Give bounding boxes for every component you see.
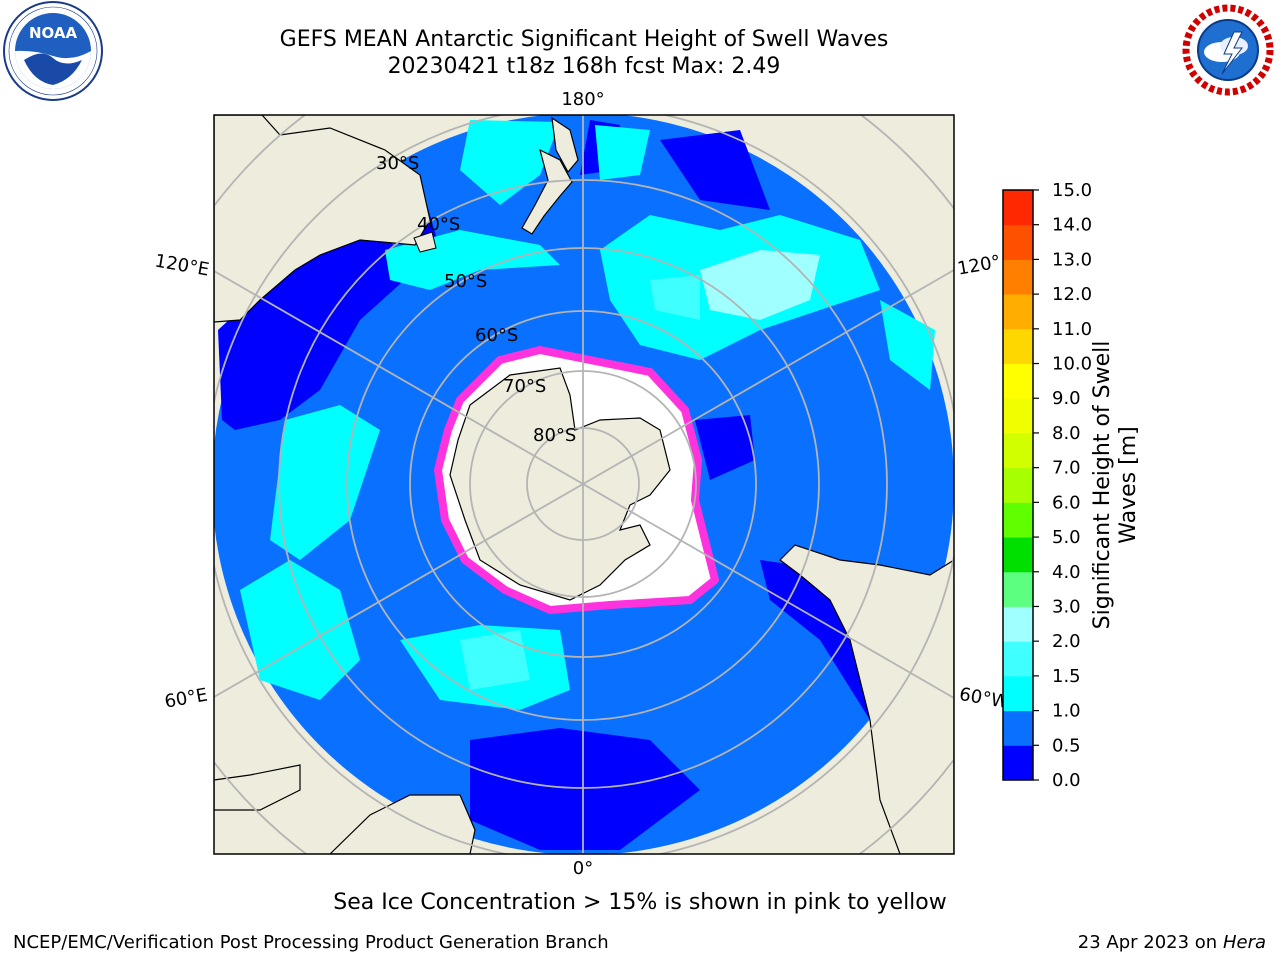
colorbar-tick-label: 0.0 bbox=[1052, 770, 1081, 791]
colorbar-bin bbox=[1003, 224, 1033, 260]
colorbar-tick-label: 5.0 bbox=[1052, 527, 1081, 548]
sea-ice-caption: Sea Ice Concentration > 15% is shown in … bbox=[333, 890, 947, 915]
colorbar-bin bbox=[1003, 537, 1033, 573]
lat-label-40s: 40°S bbox=[417, 214, 460, 235]
meridian-lines bbox=[214, 115, 954, 854]
colorbar-tick-label: 1.0 bbox=[1052, 701, 1081, 722]
lon-label-120w: 120° bbox=[956, 251, 1002, 279]
colorbar-bin bbox=[1003, 363, 1033, 399]
footer-date-text: 23 Apr 2023 on bbox=[1077, 932, 1218, 953]
new-zealand-land bbox=[521, 148, 573, 235]
colorbar-tick-label: 7.0 bbox=[1052, 458, 1081, 479]
footer-branch: NCEP/EMC/Verification Post Processing Pr… bbox=[13, 932, 609, 953]
colorbar-tick-label: 13.0 bbox=[1052, 249, 1092, 270]
lat-label-80s: 80°S bbox=[533, 425, 576, 446]
lat-label-30s: 30°S bbox=[376, 153, 419, 174]
colorbar-tick-label: 10.0 bbox=[1052, 354, 1092, 375]
colorbar-tick-label: 9.0 bbox=[1052, 388, 1081, 409]
chart-title: GEFS MEAN Antarctic Significant Height o… bbox=[279, 27, 889, 52]
colorbar-tick-label: 4.0 bbox=[1052, 562, 1081, 583]
nws-logo-icon bbox=[1182, 4, 1274, 96]
colorbar-bin bbox=[1003, 675, 1033, 712]
lat-label-50s: 50°S bbox=[444, 271, 487, 292]
colorbar-bin bbox=[1003, 432, 1033, 469]
map-frame bbox=[213, 114, 955, 855]
colorbar-frame bbox=[1002, 189, 1034, 781]
madagascar-land bbox=[214, 764, 301, 811]
south-america-land bbox=[779, 544, 954, 854]
svg-text:NOAA: NOAA bbox=[29, 24, 78, 42]
colorbar-tick-label: 3.0 bbox=[1052, 596, 1081, 617]
chart-subtitle: 20230421 t18z 168h fcst Max: 2.49 bbox=[387, 54, 781, 79]
colorbar-bin bbox=[1003, 328, 1033, 365]
colorbar-bin bbox=[1003, 294, 1033, 330]
colorbar-bin bbox=[1003, 467, 1033, 503]
colorbar-title-line-2: Waves [m] bbox=[1116, 426, 1141, 544]
colorbar-bin bbox=[1003, 190, 1033, 226]
colorbar-tick-label: 15.0 bbox=[1052, 180, 1092, 201]
colorbar-bin bbox=[1003, 606, 1033, 642]
colorbar-tick-label: 8.0 bbox=[1052, 423, 1081, 444]
colorbar-tick-label: 12.0 bbox=[1052, 284, 1092, 305]
lon-label-120e: 120°E bbox=[153, 250, 211, 280]
colorbar-bin bbox=[1003, 571, 1033, 607]
footer-machine: Hera bbox=[1222, 932, 1266, 953]
footer-date: 23 Apr 2023 on Hera bbox=[1078, 932, 1266, 953]
colorbar-bin bbox=[1003, 745, 1033, 781]
lat-label-70s: 70°S bbox=[503, 376, 546, 397]
colorbar-title-line-1: Significant Height of Swell bbox=[1090, 340, 1115, 630]
noaa-logo-icon: NOAA bbox=[3, 1, 103, 101]
colorbar-tick-label: 2.0 bbox=[1052, 631, 1081, 652]
colorbar-bin bbox=[1003, 641, 1033, 677]
colorbar-tick-label: 1.5 bbox=[1052, 666, 1081, 687]
colorbar-bin bbox=[1003, 710, 1033, 746]
colorbar-bin bbox=[1003, 502, 1033, 538]
colorbar-tick-label: 0.5 bbox=[1052, 735, 1081, 756]
colorbar-tick-label: 6.0 bbox=[1052, 492, 1081, 513]
lon-label-60e: 60°E bbox=[163, 684, 209, 712]
colorbar-bin bbox=[1003, 398, 1033, 434]
colorbar: 0.0 0.5 1.0 1.5 2.0 3.0 4.0 5.0 6.0 7.0 8.0 9.0 10.0… bbox=[1002, 180, 1092, 791]
colorbar-tick-label: 14.0 bbox=[1052, 215, 1092, 236]
lat-label-60s: 60°S bbox=[475, 325, 518, 346]
lon-label-0: 0° bbox=[573, 858, 593, 879]
colorbar-bin bbox=[1003, 259, 1033, 295]
lon-label-180: 180° bbox=[561, 89, 604, 110]
africa-land bbox=[329, 794, 476, 854]
colorbar-tick-label: 11.0 bbox=[1052, 319, 1092, 340]
